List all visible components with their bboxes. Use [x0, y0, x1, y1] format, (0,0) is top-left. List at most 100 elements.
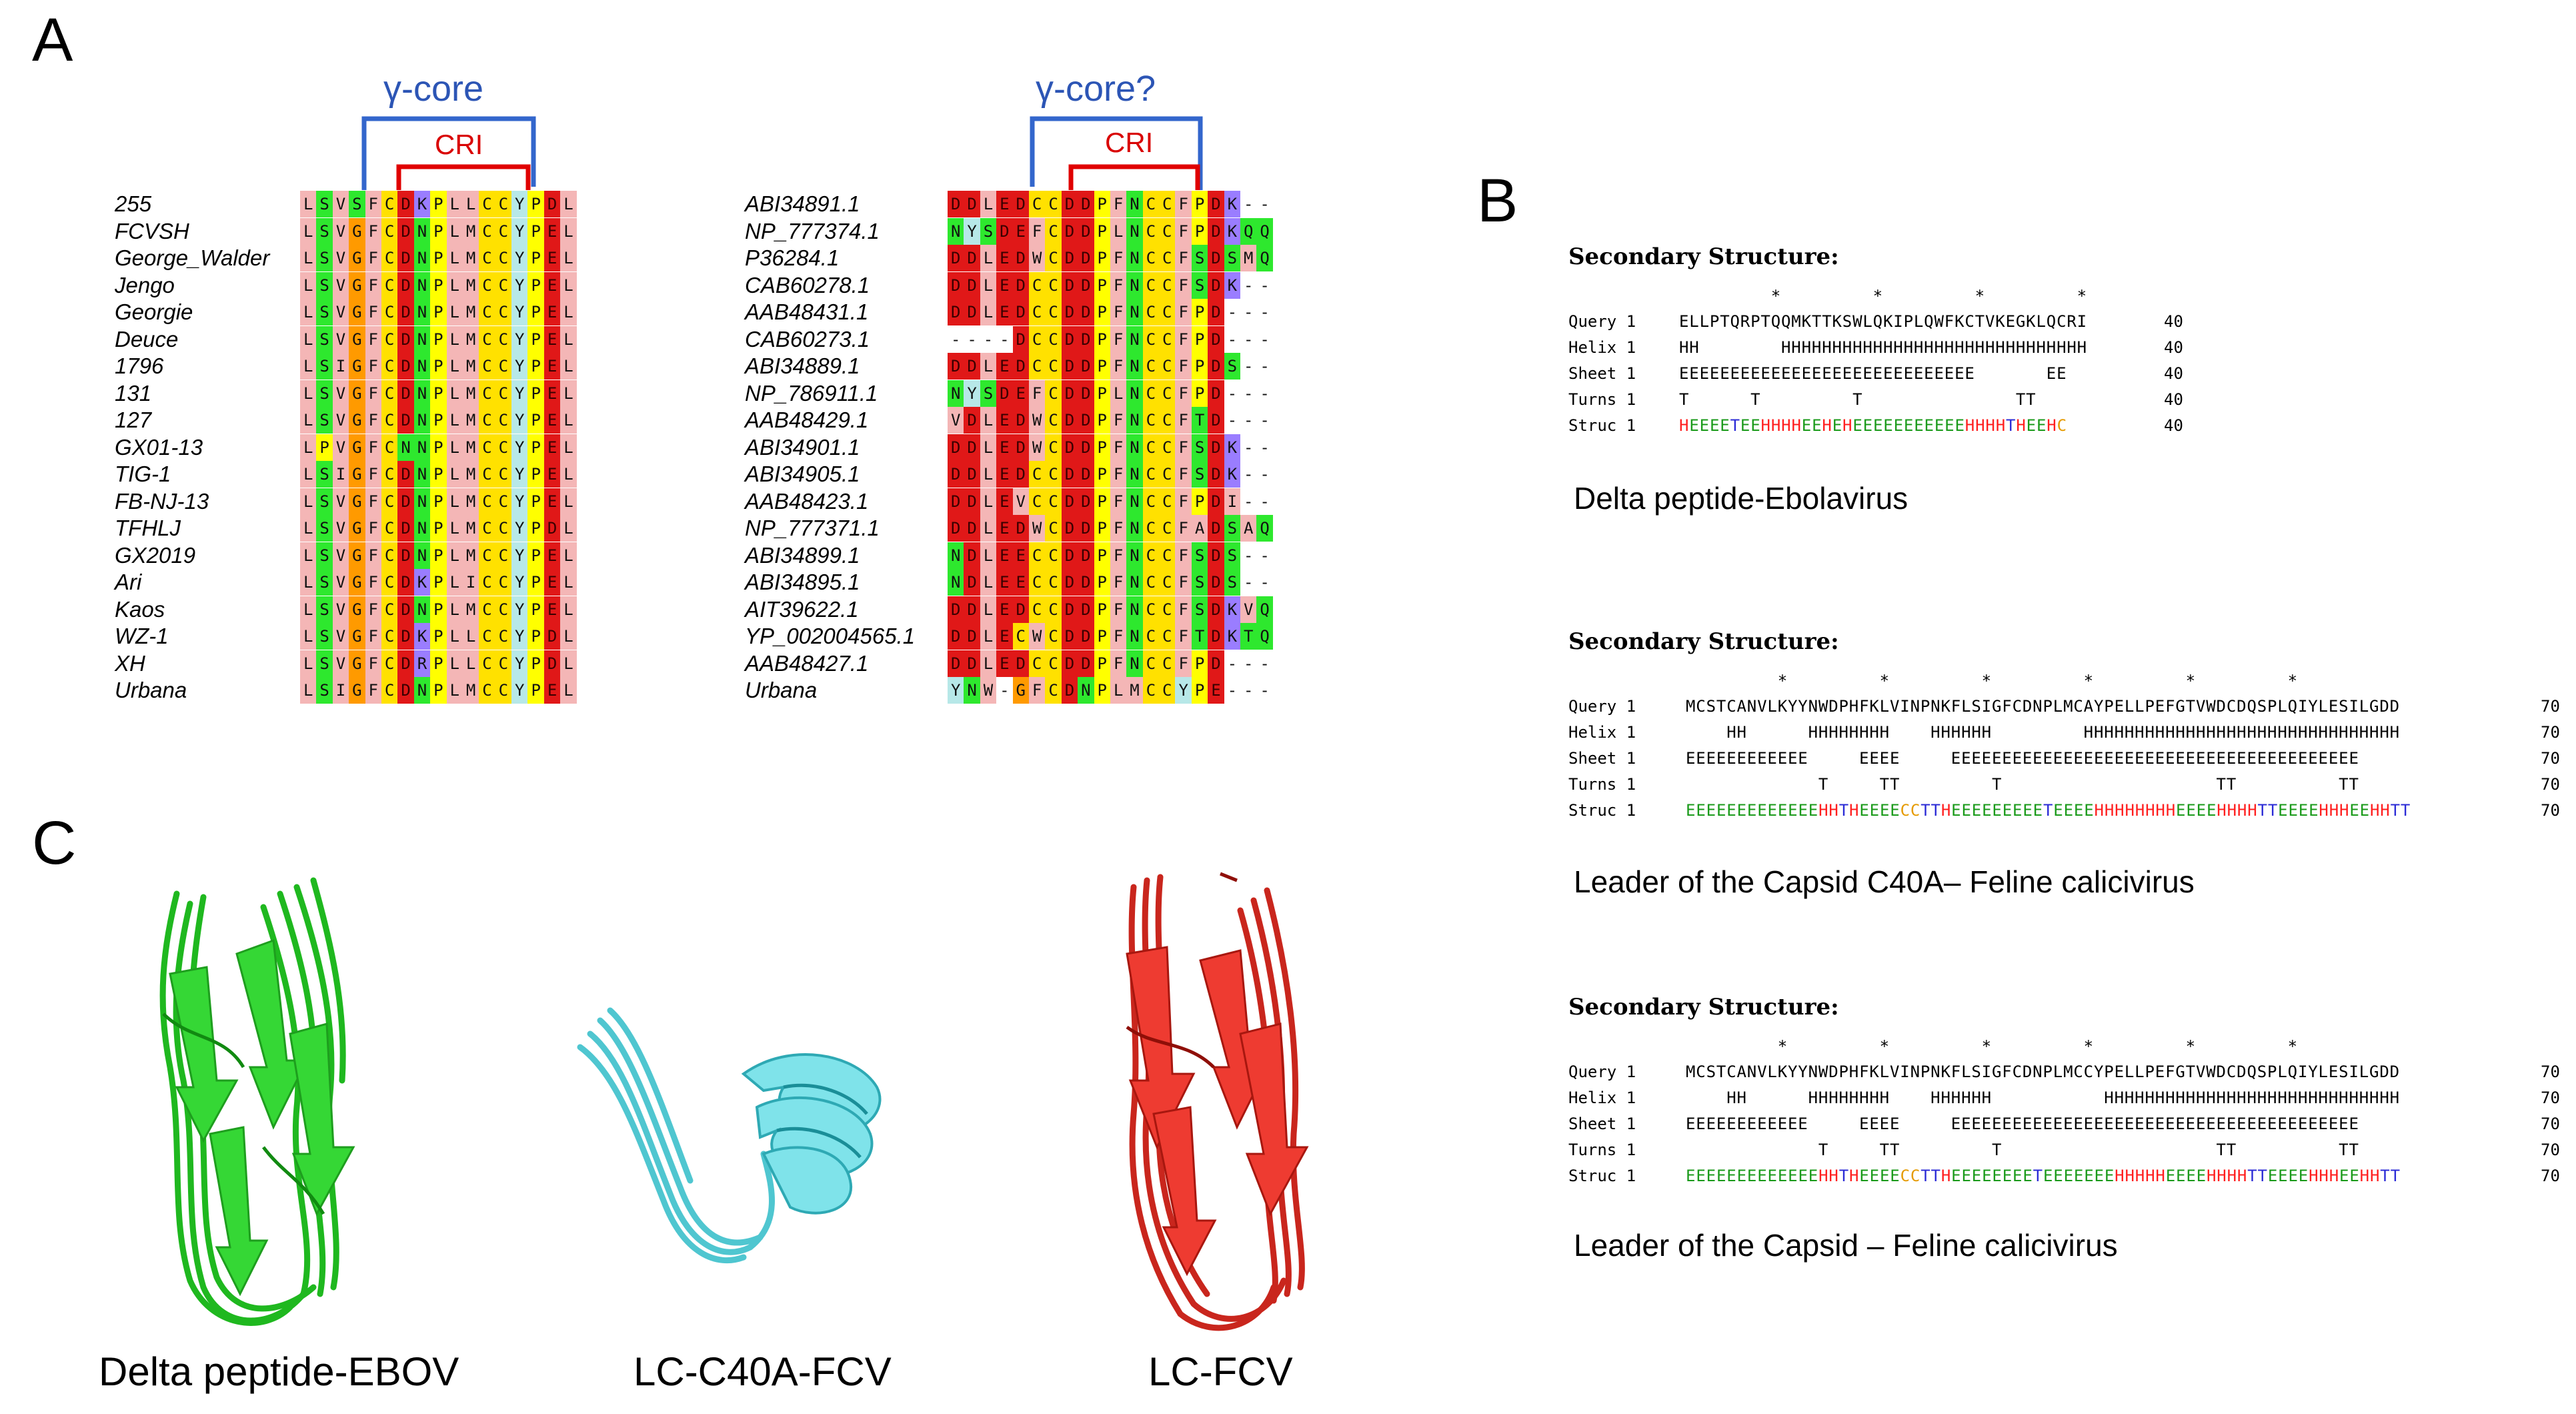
residue-cell: S — [980, 380, 997, 407]
residue-cell: L — [980, 488, 997, 515]
residue-cell: I — [332, 353, 349, 380]
residue-cell: C — [1159, 569, 1176, 596]
residue-cell: E — [1208, 677, 1224, 704]
residue-cell: N — [1126, 325, 1143, 353]
residue-cell: E — [1012, 569, 1029, 596]
residue-cell: V — [332, 515, 349, 542]
residue-cell: - — [1256, 569, 1273, 596]
residue-cell: Q — [1256, 596, 1273, 623]
residue-cell: E — [996, 461, 1013, 488]
residue-cell: N — [1126, 217, 1143, 245]
residue-cell: - — [1240, 407, 1257, 434]
residue-cell: - — [1240, 434, 1257, 461]
residue-cell: L — [980, 299, 997, 325]
sequence-name: Georgie — [115, 299, 193, 324]
residue-cell: F — [1175, 191, 1192, 217]
residue-cell: Y — [511, 217, 528, 245]
sequence-name: Jengo — [115, 272, 175, 297]
residue-cell: - — [1256, 353, 1273, 380]
residue-cell: C — [1142, 596, 1160, 623]
left-alignment-names: 255 FCVSH George_Walder Jengo Georgie Deuce 17… — [115, 191, 308, 702]
residue-cell: C — [1142, 191, 1160, 217]
residue-cell: F — [365, 623, 381, 650]
residue-cell: Q — [1256, 217, 1273, 245]
residue-cell: P — [430, 461, 447, 488]
residue-cell: N — [948, 380, 964, 407]
residue-cell: D — [948, 488, 964, 515]
residue-cell: S — [1224, 515, 1241, 542]
residue-cell: C — [1159, 650, 1176, 677]
residue-cell: G — [349, 407, 365, 434]
residue-cell: K — [413, 623, 431, 650]
residue-cell: C — [1142, 461, 1160, 488]
residue-cell: N — [1078, 677, 1094, 704]
residue-cell: D — [1061, 245, 1078, 271]
residue-cell: L — [446, 677, 463, 704]
residue-cell: E — [543, 325, 561, 353]
position-markers: * * * * * * — [1686, 672, 2298, 690]
residue-cell: P — [527, 650, 544, 677]
residue-cell: D — [948, 623, 964, 650]
residue-cell: Y — [511, 191, 528, 217]
residue-cell: - — [1256, 650, 1273, 677]
residue-cell: C — [1028, 596, 1046, 623]
residue-cell: N — [413, 461, 431, 488]
residue-cell: - — [1240, 542, 1257, 569]
residue-cell: P — [527, 407, 544, 434]
residue-cell: L — [446, 596, 463, 623]
residue-cell: L — [980, 434, 997, 461]
residue-cell: D — [1061, 325, 1078, 353]
sequence-name: 127 — [115, 408, 152, 432]
residue-cell: Y — [511, 461, 528, 488]
residue-cell: C — [381, 542, 398, 569]
ss-row-label: Turns 1 — [1568, 390, 1636, 409]
residue-cell: C — [381, 380, 398, 407]
residue-cell: C — [1159, 488, 1176, 515]
residue-cell: D — [1061, 191, 1078, 217]
residue-cell: D — [1208, 271, 1224, 299]
residue-cell: E — [543, 677, 561, 704]
residue-cell: F — [365, 299, 381, 325]
residue-cell: N — [1126, 191, 1143, 217]
residue-cell: - — [980, 325, 997, 353]
residue-cell: G — [1012, 677, 1029, 704]
residue-cell: C — [1012, 623, 1029, 650]
residue-cell: L — [560, 569, 577, 596]
residue-cell: P — [430, 515, 447, 542]
residue-cell: L — [446, 407, 463, 434]
residue-cell: C — [381, 650, 398, 677]
residue-cell: F — [1175, 650, 1192, 677]
residue-cell: P — [430, 217, 447, 245]
residue-cell: S — [316, 271, 333, 299]
residue-cell: W — [980, 677, 997, 704]
residue-cell: S — [316, 407, 333, 434]
residue-cell: F — [1175, 299, 1192, 325]
residue-cell: W — [1028, 434, 1046, 461]
residue-cell: P — [527, 353, 544, 380]
residue-cell: C — [495, 434, 512, 461]
residue-cell: D — [397, 488, 414, 515]
residue-cell: C — [495, 407, 512, 434]
residue-cell: L — [446, 217, 463, 245]
residue-cell: C — [1142, 245, 1160, 271]
residue-cell: S — [316, 623, 333, 650]
residue-cell: P — [1094, 353, 1110, 380]
residue-cell: C — [381, 434, 398, 461]
residue-cell: L — [560, 515, 577, 542]
residue-cell: P — [316, 434, 333, 461]
residue-cell: - — [1224, 650, 1241, 677]
residue-cell: N — [1126, 434, 1143, 461]
residue-cell: P — [527, 488, 544, 515]
residue-cell: D — [397, 623, 414, 650]
residue-cell: - — [1256, 434, 1273, 461]
residue-cell: G — [349, 596, 365, 623]
residue-cell: M — [462, 353, 479, 380]
residue-cell: M — [462, 407, 479, 434]
residue-cell: Y — [964, 380, 980, 407]
residue-cell: L — [446, 299, 463, 325]
residue-cell: D — [397, 542, 414, 569]
residue-cell: D — [397, 677, 414, 704]
